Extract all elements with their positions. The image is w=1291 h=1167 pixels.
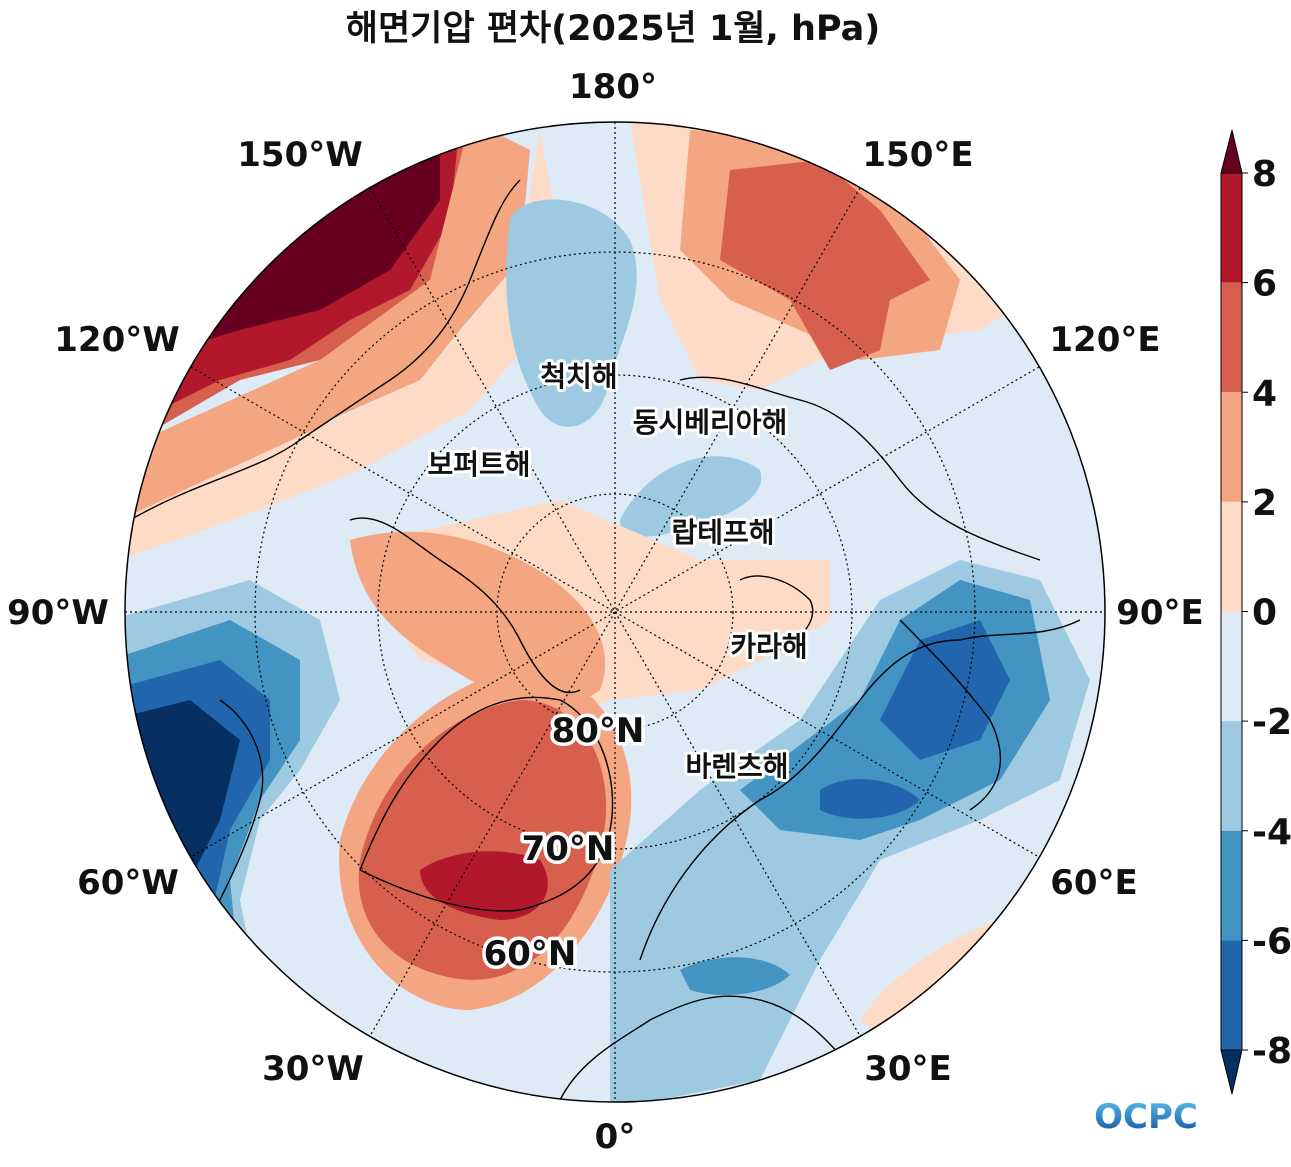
colorbar-tick-label: 2 — [1252, 483, 1277, 524]
colorbar-extend-max — [1220, 129, 1243, 174]
map-boundary — [124, 121, 1106, 1103]
lon-label-90w: 90°W — [7, 593, 109, 633]
colorbar-tick-label: -6 — [1252, 921, 1291, 962]
colorbar-tick-label: 4 — [1252, 373, 1277, 414]
colorbar-tick-label: -4 — [1252, 812, 1291, 853]
colorbar: 8 6 4 2 0 -2 -4 -6 -8 — [1220, 129, 1291, 1095]
colorbar-tick-label: 0 — [1252, 593, 1277, 634]
sea-label-laptev: 랍테프해 — [671, 516, 774, 549]
lat-label-80n: 80°N — [552, 711, 645, 751]
lon-label-120e: 120°E — [1049, 320, 1160, 360]
lon-label-150e: 150°E — [862, 135, 973, 175]
lat-label-70n: 70°N — [522, 829, 615, 869]
negative-anomaly-chukchi — [506, 199, 637, 427]
sea-label-beaufort: 보퍼트해 — [427, 448, 530, 481]
colorbar-segment — [1221, 940, 1242, 1050]
colorbar-segment — [1221, 501, 1242, 612]
sea-labels: 척치해 동시베리아해 보퍼트해 랍테프해 카라해 바렌츠해 — [424, 357, 810, 786]
lon-label-60e: 60°E — [1050, 863, 1138, 903]
lon-label-30e: 30°E — [864, 1049, 952, 1089]
colorbar-tick-label: -8 — [1252, 1031, 1291, 1072]
colorbar-segment — [1221, 282, 1242, 393]
colorbar-tick-label: 8 — [1252, 154, 1277, 195]
colorbar-segment — [1221, 611, 1242, 722]
lon-label-150w: 150°W — [237, 135, 362, 175]
colorbar-tick-label: 6 — [1252, 264, 1277, 305]
lon-label-90e: 90°E — [1116, 593, 1204, 633]
latitude-labels: 80°N 70°N 60°N — [480, 708, 648, 978]
lon-label-180: 180° — [569, 67, 657, 107]
colorbar-tick-label: -2 — [1252, 702, 1291, 743]
colorbar-segment — [1221, 721, 1242, 831]
colorbar-segment — [1221, 830, 1242, 941]
map-title: 해면기압 편차(2025년 1월, hPa) — [346, 9, 880, 49]
lon-label-0: 0° — [595, 1117, 636, 1157]
colorbar-segment — [1221, 392, 1242, 502]
meridians — [125, 122, 1105, 1102]
colorbar-segment — [1221, 173, 1242, 283]
sea-label-kara: 카라해 — [730, 630, 807, 663]
lat-label-60n: 60°N — [484, 934, 577, 974]
colorbar-extend-min — [1220, 1049, 1243, 1095]
sea-label-east-siberian: 동시베리아해 — [633, 406, 788, 439]
ocpc-logo: OCPC — [1094, 1097, 1198, 1137]
anomaly-map — [125, 122, 1105, 1102]
sea-label-barents: 바렌츠해 — [685, 750, 788, 783]
lon-label-30w: 30°W — [262, 1049, 364, 1089]
lon-label-60w: 60°W — [77, 863, 179, 903]
sea-label-chukchi: 척치해 — [540, 360, 617, 393]
lon-label-120w: 120°W — [54, 320, 179, 360]
longitude-labels: 180° 150°E 120°E 90°E 60°E 30°E 0° 30°W … — [7, 67, 1204, 1157]
